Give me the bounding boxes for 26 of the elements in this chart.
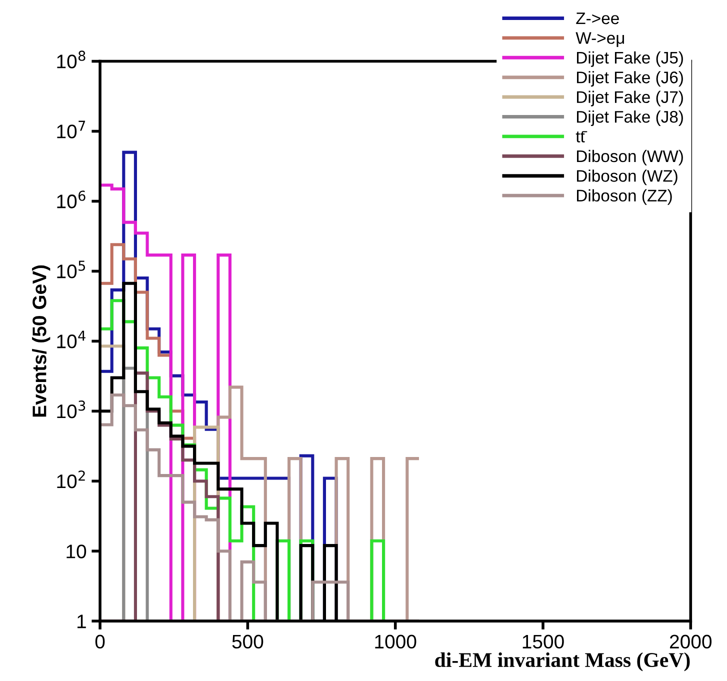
y-tick-label: 10$^{5}$: [57, 260, 86, 278]
x-tick-label: 1500: [522, 634, 564, 649]
x-tick-label: 2000: [670, 634, 712, 649]
x-tick-label: 0: [95, 634, 105, 649]
legend-label: tt̄: [576, 131, 588, 142]
legend-label: W->eμ: [576, 32, 624, 47]
legend-label: Dijet Fake (J6): [577, 71, 683, 87]
legend-label: Z->ee: [576, 12, 619, 24]
x-tick-label: 500: [232, 634, 264, 649]
legend-label: Dijet Fake (J8): [577, 110, 683, 126]
y-tick-label: 10$^{8}$: [57, 50, 86, 68]
y-axis-title: Events/ (50 GeV): [32, 265, 50, 417]
y-tick-label: 1: [78, 614, 86, 628]
x-tick-label: 1000: [375, 634, 416, 649]
x-axis-title: di-EM invariant Mass (GeV): [435, 652, 690, 672]
y-tick-label: 10$^{4}$: [57, 330, 86, 348]
y-tick-label: 10$^{2}$: [57, 470, 85, 488]
y-tick-label: 10: [66, 544, 86, 558]
legend-label: Diboson (ZZ): [577, 189, 672, 205]
y-tick-label: 10$^{3}$: [57, 400, 86, 418]
legend-label: Diboson (WZ): [577, 170, 678, 186]
legend-label: Dijet Fake (J5): [577, 51, 683, 67]
legend-label: Dijet Fake (J7): [577, 90, 683, 106]
y-tick-label: 10$^{7}$: [57, 120, 86, 138]
legend-label: Diboson (WW): [577, 150, 683, 166]
y-tick-label: 10$^{6}$: [57, 190, 86, 208]
